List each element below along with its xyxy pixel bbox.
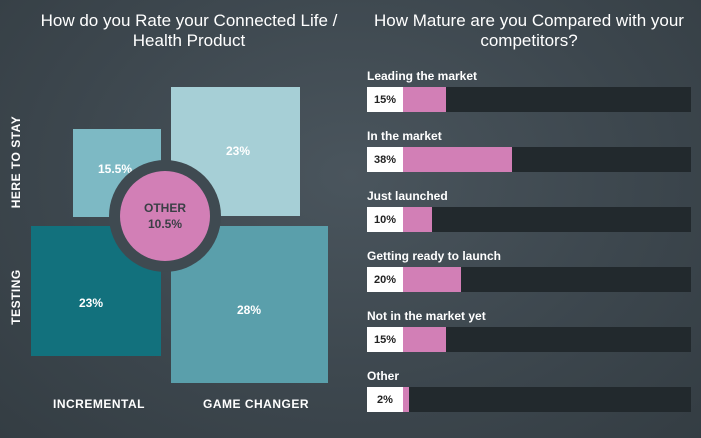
other-label: OTHER xyxy=(144,201,186,215)
bar-value-label: 10% xyxy=(367,207,403,232)
bar-category-label: Other xyxy=(367,369,400,383)
bar xyxy=(403,267,461,292)
bar xyxy=(403,327,447,352)
bar-value-label: 15% xyxy=(367,327,403,352)
bar-track: 15% xyxy=(367,327,691,352)
bar-track: 38% xyxy=(367,147,691,172)
bar-category-label: Leading the market xyxy=(367,69,478,83)
bar-value-label: 2% xyxy=(367,387,403,412)
bar-track: 2% xyxy=(367,387,691,412)
quadrant-value: 23% xyxy=(225,144,251,158)
quadrant-value: 28% xyxy=(236,303,262,317)
left-chart-title: How do you Rate your Connected Life / He… xyxy=(40,11,338,50)
other-value: 10.5% xyxy=(147,217,183,231)
bar xyxy=(403,387,409,412)
right-chart-title: How Mature are you Compared with your co… xyxy=(374,11,684,50)
bar-value-label: 38% xyxy=(367,147,403,172)
bar-track: 15% xyxy=(367,87,691,112)
bar xyxy=(403,207,432,232)
bar-category-label: Not in the market yet xyxy=(367,309,486,323)
bar-category-label: Just launched xyxy=(367,189,448,203)
bar-category-label: Getting ready to launch xyxy=(367,249,502,263)
y-label-here-to-stay: HERE TO STAY xyxy=(9,115,23,209)
quadrant-value: 15.5% xyxy=(97,162,133,176)
bar-category-label: In the market xyxy=(367,129,442,143)
bar-track: 10% xyxy=(367,207,691,232)
bar-value-label: 15% xyxy=(367,87,403,112)
x-label-incremental: INCREMENTAL xyxy=(53,397,145,411)
bar xyxy=(403,147,513,172)
quadrant-value: 23% xyxy=(78,296,104,310)
bar xyxy=(403,87,447,112)
bar-value-label: 20% xyxy=(367,267,403,292)
y-label-testing: TESTING xyxy=(9,269,23,325)
other-circle: OTHER 10.5% xyxy=(120,171,210,261)
bar-track: 20% xyxy=(367,267,691,292)
x-label-game-changer: GAME CHANGER xyxy=(203,397,310,411)
